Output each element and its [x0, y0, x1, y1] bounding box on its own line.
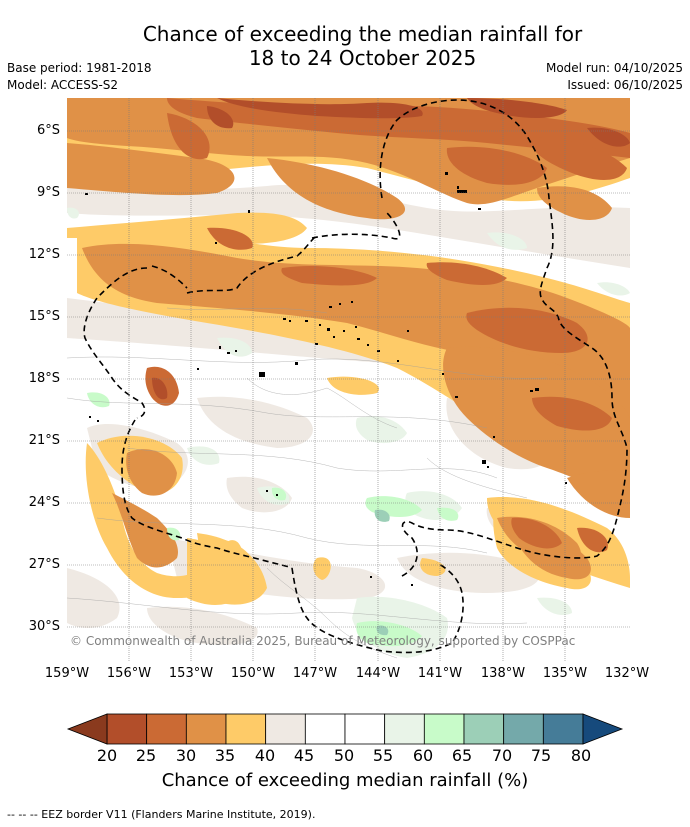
lat-label: 12°S [28, 247, 60, 262]
teal-regions [374, 509, 390, 636]
lon-label: 147°W [292, 666, 338, 681]
colorbar-tick: 35 [214, 746, 236, 765]
green-regions [87, 392, 459, 647]
colorbar-cell [265, 713, 306, 745]
base-period: Base period: 1981-2018 [7, 61, 152, 75]
colorbar-cell [304, 713, 346, 745]
title-line-1: Chance of exceeding the median rainfall … [142, 22, 583, 46]
eez-borders [83, 99, 628, 654]
lon-label: 141°W [417, 666, 463, 681]
contour-lines [67, 307, 548, 659]
colorbar-tick: 75 [530, 746, 552, 765]
lon-label: 153°W [168, 666, 214, 681]
colorbar-tick: 55 [372, 746, 394, 765]
meta-right: Model run: 04/10/2025 Issued: 06/10/2025 [546, 60, 683, 94]
lon-label: 138°W [480, 666, 526, 681]
lat-label: 24°S [28, 495, 60, 510]
lat-label: 18°S [28, 371, 60, 386]
colorbar [66, 713, 624, 745]
lat-label: 30°S [28, 619, 60, 634]
model-run: Model run: 04/10/2025 [545, 61, 683, 75]
meta-left: Base period: 1981-2018 Model: ACCESS-S2 [7, 60, 152, 94]
copyright-notice: © Commonwealth of Australia 2025, Bureau… [70, 634, 576, 648]
colorbar-under-arrow [66, 713, 108, 745]
issued-date: Issued: 06/10/2025 [567, 78, 683, 92]
colorbar-cell [225, 713, 267, 745]
colorbar-cell [542, 713, 584, 745]
lon-label: 159°W [44, 666, 90, 681]
map-canvas [67, 98, 630, 661]
colorbar-cell [423, 713, 465, 745]
brown-regions [152, 98, 630, 400]
lat-label: 6°S [36, 123, 60, 138]
colorbar-tick: 80 [570, 746, 592, 765]
lat-label: 21°S [28, 433, 60, 448]
colorbar-tick: 50 [333, 746, 355, 765]
lat-label: 27°S [28, 557, 60, 572]
eez-footnote: -- -- -- EEZ border V11 (Flanders Marine… [7, 808, 316, 821]
dark-orange-regions [145, 98, 630, 553]
lat-label: 9°S [36, 185, 60, 200]
colorbar-cell [106, 713, 148, 745]
colorbar-cell [503, 713, 544, 745]
lon-label: 150°W [230, 666, 276, 681]
map-title: Chance of exceeding the median rainfall … [0, 22, 690, 70]
colorbar-cell [384, 713, 425, 745]
map-area [67, 98, 630, 661]
colorbar-cell [463, 713, 505, 745]
lon-label: 132°W [604, 666, 650, 681]
colorbar-over-arrow [582, 713, 624, 745]
islands [85, 172, 567, 586]
colorbar-tick: 20 [96, 746, 118, 765]
lon-label: 135°W [542, 666, 588, 681]
colorbar-cells [106, 713, 584, 745]
colorbar-tick: 30 [175, 746, 197, 765]
colorbar-tick: 70 [491, 746, 513, 765]
model-name: Model: ACCESS-S2 [7, 78, 119, 92]
colorbar-cell [344, 713, 386, 745]
lat-label: 15°S [28, 309, 60, 324]
colorbar-tick: 25 [135, 746, 157, 765]
lon-label: 156°W [106, 666, 152, 681]
lon-label: 144°W [355, 666, 401, 681]
colorbar-tick: 45 [293, 746, 315, 765]
colorbar-cell [185, 713, 227, 745]
colorbar-tick: 60 [412, 746, 434, 765]
colorbar-title: Chance of exceeding median rainfall (%) [161, 770, 529, 791]
title-line-2: 18 to 24 October 2025 [248, 46, 477, 70]
colorbar-tick: 40 [254, 746, 276, 765]
colorbar-tick: 65 [451, 746, 473, 765]
colorbar-cell [146, 713, 187, 745]
